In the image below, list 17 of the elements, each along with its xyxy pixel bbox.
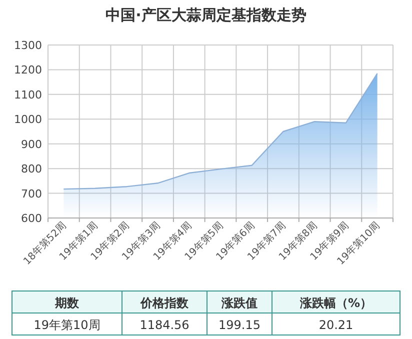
text: 199.15: [218, 318, 260, 332]
y-tick-label: 600: [21, 212, 42, 225]
text: 期数: [54, 296, 80, 310]
y-tick-label: 800: [21, 162, 42, 176]
y-tick-label: 1100: [14, 88, 42, 102]
text: 涨跌幅（%）: [298, 296, 372, 310]
y-tick-label: 700: [21, 187, 42, 200]
text: 涨跌值: [220, 296, 258, 310]
text: 价格指数: [140, 296, 190, 310]
y-tick-label: 1300: [14, 39, 42, 52]
y-tick-label: 1000: [14, 113, 42, 126]
text: 20.21: [318, 318, 354, 332]
chart-title: 中国·产区大蒜周定基指数走势: [106, 6, 306, 24]
text: 1184.56: [140, 318, 190, 332]
y-tick-label: 1200: [14, 64, 42, 77]
text: 19年第10周: [34, 318, 100, 332]
y-tick-label: 900: [21, 138, 42, 151]
